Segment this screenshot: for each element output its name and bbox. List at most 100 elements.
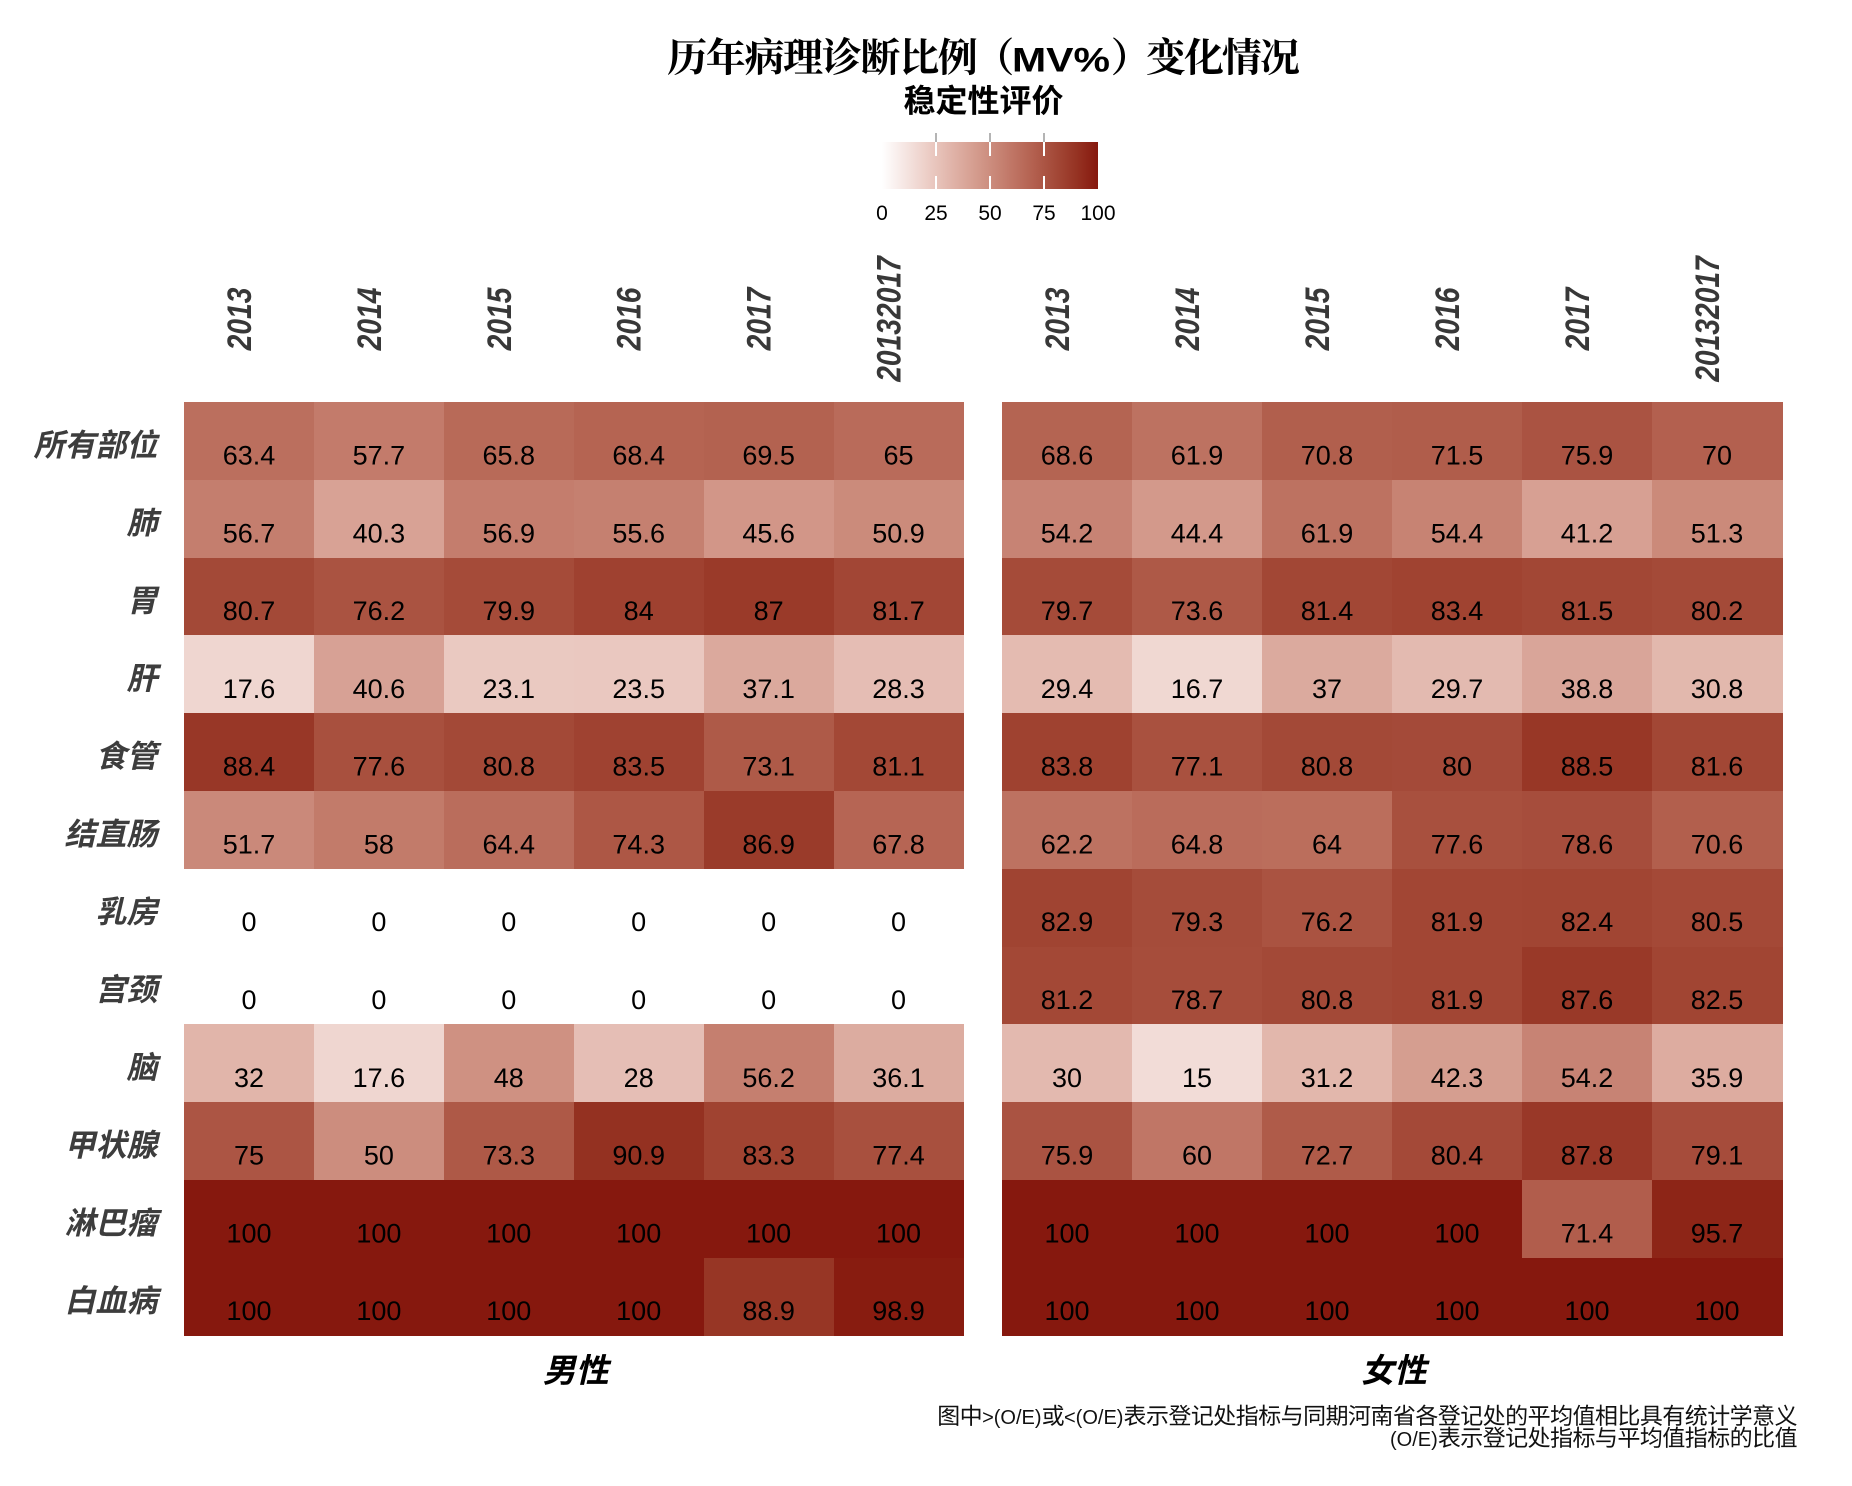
svg-text:20132017: 20132017 [870, 255, 908, 383]
svg-text:29.7: 29.7 [1431, 674, 1484, 704]
svg-text:70: 70 [1702, 441, 1732, 471]
svg-text:51.3: 51.3 [1691, 518, 1744, 548]
svg-text:50: 50 [978, 202, 1001, 225]
svg-text:54.2: 54.2 [1041, 518, 1094, 548]
svg-text:71.5: 71.5 [1431, 441, 1484, 471]
svg-text:0: 0 [876, 202, 888, 225]
svg-text:0: 0 [241, 985, 256, 1015]
svg-text:70.8: 70.8 [1301, 441, 1354, 471]
svg-text:(O/E): (O/E) [1390, 1429, 1438, 1451]
svg-text:100: 100 [1174, 1296, 1219, 1326]
svg-text:80.5: 80.5 [1691, 907, 1744, 937]
svg-text:77.6: 77.6 [353, 752, 406, 782]
svg-text:100: 100 [1434, 1218, 1479, 1248]
svg-text:87: 87 [754, 596, 784, 626]
svg-text:75: 75 [234, 1141, 264, 1171]
svg-text:81.6: 81.6 [1691, 752, 1744, 782]
svg-text:81.4: 81.4 [1301, 596, 1354, 626]
svg-text:79.9: 79.9 [483, 596, 536, 626]
svg-text:30.8: 30.8 [1691, 674, 1744, 704]
svg-text:0: 0 [501, 907, 516, 937]
svg-text:56.2: 56.2 [742, 1063, 795, 1093]
svg-text:77.1: 77.1 [1171, 752, 1224, 782]
svg-text:65.8: 65.8 [483, 441, 536, 471]
svg-text:2016: 2016 [1429, 287, 1467, 351]
svg-text:45.6: 45.6 [742, 518, 795, 548]
svg-text:61.9: 61.9 [1301, 518, 1354, 548]
svg-text:50.9: 50.9 [872, 518, 925, 548]
svg-text:30: 30 [1052, 1063, 1082, 1093]
svg-text:80.4: 80.4 [1431, 1141, 1484, 1171]
svg-text:36.1: 36.1 [872, 1063, 925, 1093]
svg-text:0: 0 [371, 985, 386, 1015]
svg-text:88.5: 88.5 [1561, 752, 1614, 782]
svg-text:0: 0 [761, 907, 776, 937]
svg-text:76.2: 76.2 [353, 596, 406, 626]
svg-text:78.7: 78.7 [1171, 985, 1224, 1015]
svg-text:56.7: 56.7 [223, 518, 276, 548]
svg-text:88.9: 88.9 [742, 1296, 795, 1326]
svg-text:83.4: 83.4 [1431, 596, 1484, 626]
svg-text:<(O/E): <(O/E) [1064, 1407, 1123, 1429]
svg-text:42.3: 42.3 [1431, 1063, 1484, 1093]
svg-text:0: 0 [501, 985, 516, 1015]
svg-text:75: 75 [1032, 202, 1055, 225]
svg-text:48: 48 [494, 1063, 524, 1093]
svg-text:55.6: 55.6 [612, 518, 665, 548]
svg-text:40.6: 40.6 [353, 674, 406, 704]
svg-text:100: 100 [1564, 1296, 1609, 1326]
svg-text:100: 100 [226, 1218, 271, 1248]
svg-text:100: 100 [1694, 1296, 1739, 1326]
svg-text:82.5: 82.5 [1691, 985, 1744, 1015]
svg-text:50: 50 [364, 1141, 394, 1171]
svg-text:32: 32 [234, 1063, 264, 1093]
svg-text:100: 100 [1080, 202, 1115, 225]
svg-text:2014: 2014 [1169, 288, 1207, 352]
svg-text:90.9: 90.9 [612, 1141, 665, 1171]
svg-text:70.6: 70.6 [1691, 830, 1744, 860]
svg-text:81.9: 81.9 [1431, 907, 1484, 937]
svg-text:76.2: 76.2 [1301, 907, 1354, 937]
svg-text:100: 100 [876, 1218, 921, 1248]
svg-text:68.4: 68.4 [612, 441, 665, 471]
svg-text:0: 0 [891, 985, 906, 1015]
svg-text:82.9: 82.9 [1041, 907, 1094, 937]
svg-text:80.7: 80.7 [223, 596, 276, 626]
svg-text:51.7: 51.7 [223, 830, 276, 860]
svg-text:79.1: 79.1 [1691, 1141, 1744, 1171]
svg-text:79.7: 79.7 [1041, 596, 1094, 626]
svg-text:57.7: 57.7 [353, 441, 406, 471]
svg-text:29.4: 29.4 [1041, 674, 1094, 704]
svg-text:69.5: 69.5 [742, 441, 795, 471]
svg-text:16.7: 16.7 [1171, 674, 1224, 704]
svg-text:23.5: 23.5 [612, 674, 665, 704]
svg-text:44.4: 44.4 [1171, 518, 1224, 548]
svg-text:0: 0 [761, 985, 776, 1015]
svg-text:68.6: 68.6 [1041, 441, 1094, 471]
svg-text:80.8: 80.8 [1301, 985, 1354, 1015]
svg-text:81.9: 81.9 [1431, 985, 1484, 1015]
svg-text:2013: 2013 [1039, 287, 1077, 351]
svg-text:84: 84 [624, 596, 654, 626]
svg-text:100: 100 [1304, 1296, 1349, 1326]
svg-text:80: 80 [1442, 752, 1472, 782]
svg-text:17.6: 17.6 [353, 1063, 406, 1093]
svg-text:80.8: 80.8 [1301, 752, 1354, 782]
svg-text:100: 100 [746, 1218, 791, 1248]
svg-text:100: 100 [486, 1218, 531, 1248]
svg-text:86.9: 86.9 [742, 830, 795, 860]
svg-text:2015: 2015 [480, 287, 518, 351]
svg-text:0: 0 [631, 907, 646, 937]
svg-text:83.5: 83.5 [612, 752, 665, 782]
svg-text:64.8: 64.8 [1171, 830, 1224, 860]
svg-text:2013: 2013 [221, 287, 259, 351]
svg-text:28.3: 28.3 [872, 674, 925, 704]
svg-text:98.9: 98.9 [872, 1296, 925, 1326]
svg-text:75.9: 75.9 [1561, 441, 1614, 471]
svg-text:37.1: 37.1 [742, 674, 795, 704]
svg-text:41.2: 41.2 [1561, 518, 1614, 548]
svg-text:40.3: 40.3 [353, 518, 406, 548]
svg-text:56.9: 56.9 [483, 518, 536, 548]
svg-text:100: 100 [356, 1218, 401, 1248]
svg-text:23.1: 23.1 [483, 674, 536, 704]
